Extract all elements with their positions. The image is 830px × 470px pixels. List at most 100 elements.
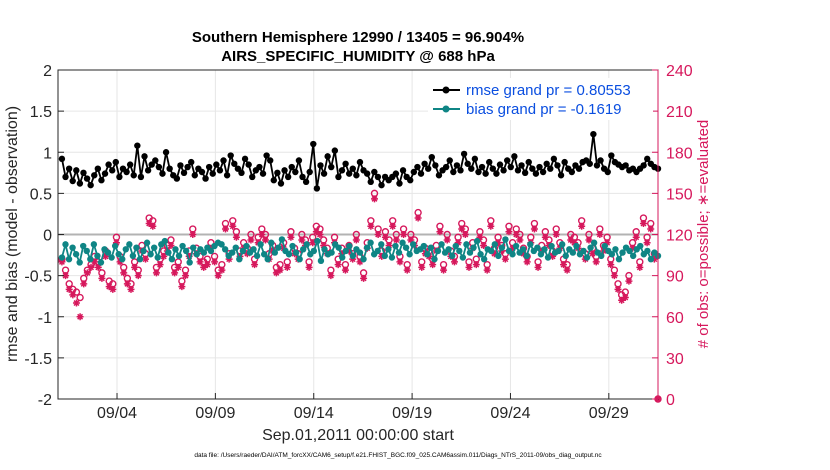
obs-evaluated-marker	[490, 250, 498, 258]
x-tick-label: 09/09	[195, 405, 235, 422]
rmse-point	[137, 173, 145, 181]
obs-evaluated-marker	[102, 252, 110, 260]
obs-evaluated-marker	[112, 239, 120, 247]
obs-evaluated-marker	[58, 258, 66, 266]
y-tick-label-right: 180	[666, 145, 693, 162]
rmse-point	[62, 173, 69, 181]
x-tick-label: 09/19	[392, 405, 432, 422]
bias-point	[629, 252, 637, 260]
rmse-point	[180, 169, 188, 177]
bias-point	[555, 247, 562, 255]
rmse-point	[543, 160, 550, 167]
rmse-point	[83, 175, 91, 182]
obs-evaluated-marker	[200, 263, 208, 271]
bias-point	[519, 246, 527, 253]
rmse-point	[356, 158, 364, 166]
y-tick-label-left: 1	[43, 145, 52, 162]
obs-evaluated-marker	[316, 231, 324, 238]
rmse-point	[292, 168, 299, 176]
bias-point	[477, 251, 484, 258]
rmse-point	[94, 165, 102, 172]
rmse-point	[363, 170, 371, 177]
obs-evaluated-marker	[450, 258, 458, 266]
obs-evaluated-marker	[72, 299, 80, 307]
rmse-point	[162, 149, 170, 156]
rmse-point	[270, 177, 277, 184]
y-tick-label-right: 240	[666, 63, 693, 80]
rmse-point	[245, 161, 252, 168]
y-axis-label-right: # of obs: o=possible; ∗=evaluated	[695, 120, 712, 349]
obs-evaluated-marker	[305, 263, 313, 271]
bias-point	[583, 254, 591, 261]
bias-point	[147, 251, 154, 258]
bias-point	[310, 247, 318, 255]
obs-evaluated-marker	[185, 252, 193, 260]
obs-evaluated-marker	[123, 280, 131, 288]
rmse-point	[216, 167, 224, 174]
rmse-point	[525, 158, 532, 166]
rmse-point	[349, 165, 356, 172]
rmse-point	[640, 162, 647, 169]
chart-title-line2: AIRS_SPECIFIC_HUMIDITY @ 688 hPa	[221, 48, 495, 65]
x-tick-label: 09/14	[294, 405, 334, 422]
bias-point	[339, 254, 346, 261]
obs-evaluated-marker	[516, 236, 524, 244]
rmse-point	[266, 157, 274, 164]
bias-point	[193, 251, 200, 258]
rmse-point	[586, 160, 593, 167]
rmse-point	[126, 161, 134, 168]
bias-point	[452, 242, 459, 250]
obs-evaluated-marker	[272, 269, 280, 277]
obs-evaluated-marker	[341, 266, 349, 274]
bias-point	[69, 244, 76, 251]
obs-evaluated-marker	[203, 261, 211, 269]
rmse-point	[241, 155, 249, 163]
rmse-point	[396, 180, 403, 187]
bias-point	[498, 244, 506, 251]
rmse-point	[345, 170, 353, 177]
bias-point	[207, 247, 215, 255]
bias-point	[317, 257, 325, 265]
obs-evaluated-marker	[578, 222, 586, 230]
bias-point	[80, 242, 87, 250]
rmse-point	[259, 170, 267, 177]
obs-evaluated-marker	[389, 222, 397, 230]
rmse-point	[274, 169, 281, 177]
bias-point	[473, 237, 481, 245]
y-tick-label-right: 150	[666, 186, 693, 203]
bias-point	[186, 259, 193, 266]
rmse-point	[550, 155, 558, 163]
bias-point	[488, 247, 495, 255]
y-tick-label-left: 0.5	[30, 186, 52, 203]
obs-evaluated-marker	[349, 255, 357, 263]
bias-point	[431, 255, 438, 263]
rmse-point	[371, 168, 378, 176]
bias-point	[573, 242, 580, 250]
bias-point	[456, 247, 463, 255]
bias-point	[179, 242, 186, 250]
obs-evaluated-marker	[142, 255, 150, 263]
rmse-point	[468, 165, 475, 172]
rmse-layer	[58, 130, 662, 192]
rmse-point	[392, 170, 400, 177]
rmse-point	[263, 152, 270, 159]
bias-point	[409, 241, 417, 248]
obs-evaluated-marker	[160, 252, 168, 260]
obs-evaluated-marker	[312, 228, 320, 236]
obs-evaluated-marker	[650, 255, 658, 263]
rmse-point	[202, 175, 209, 182]
rmse-point	[76, 180, 84, 187]
rmse-point	[306, 168, 313, 176]
obs-evaluated-marker	[505, 228, 513, 236]
rmse-point	[109, 167, 116, 174]
bias-point	[569, 249, 577, 256]
obs-evaluated-marker	[407, 236, 415, 244]
obs-evaluated-marker	[400, 231, 408, 238]
obs-evaluated-marker	[62, 272, 70, 280]
bias-point	[129, 252, 137, 260]
rmse-point	[644, 155, 651, 163]
obs-evaluated-marker	[116, 258, 124, 266]
rmse-point	[87, 181, 94, 189]
bias-point	[119, 255, 126, 263]
obs-evaluated-marker	[538, 247, 546, 255]
